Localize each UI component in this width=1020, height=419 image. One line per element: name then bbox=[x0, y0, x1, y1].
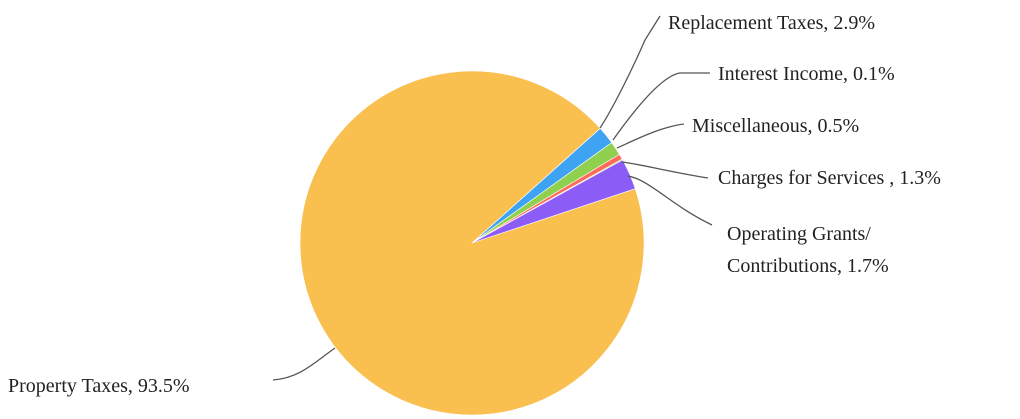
label-property-taxes: Property Taxes, 93.5% bbox=[8, 375, 190, 397]
label-interest-income: Interest Income, 0.1% bbox=[718, 63, 895, 85]
label-operating-grants-line1: Operating Grants/ bbox=[727, 223, 871, 245]
leader-line-miscellaneous bbox=[617, 124, 684, 148]
pie-slices bbox=[300, 71, 644, 415]
label-miscellaneous: Miscellaneous, 0.5% bbox=[692, 115, 859, 137]
leader-line-replacement-taxes bbox=[600, 16, 660, 128]
label-charges-for-services: Charges for Services , 1.3% bbox=[718, 167, 941, 189]
label-operating-grants-line2: Contributions, 1.7% bbox=[727, 255, 889, 277]
leader-line-property-taxes bbox=[273, 348, 335, 380]
leader-line-charges-for-services bbox=[622, 162, 708, 178]
label-replacement-taxes: Replacement Taxes, 2.9% bbox=[668, 12, 875, 34]
